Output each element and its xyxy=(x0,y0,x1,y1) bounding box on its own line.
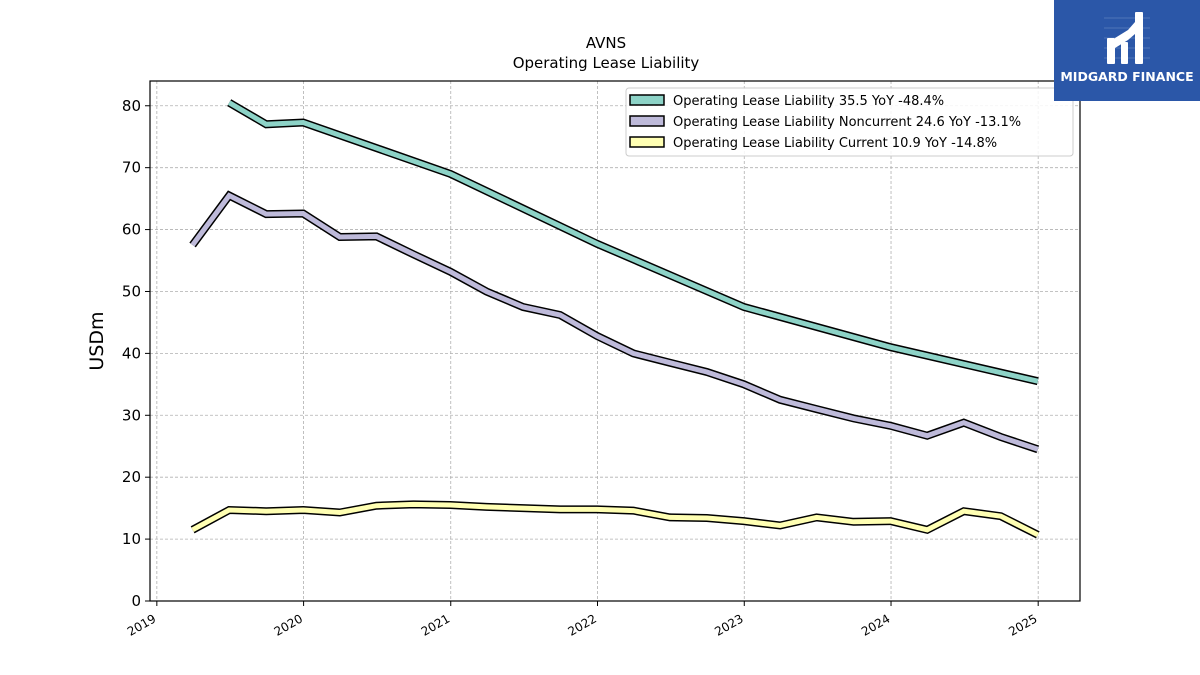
y-axis-label: USDm xyxy=(86,311,108,370)
x-tick-label: 2019 xyxy=(125,611,158,638)
y-tick-label: 50 xyxy=(122,282,141,300)
legend-label-3: Operating Lease Liability Current 10.9 Y… xyxy=(673,136,997,151)
y-tick-label: 30 xyxy=(122,406,141,424)
legend-swatch-2 xyxy=(629,115,665,127)
brand-name: MIDGARD FINANCE xyxy=(1060,69,1194,84)
series-line-1 xyxy=(227,100,1039,384)
brand-mark-icon xyxy=(1104,12,1150,64)
x-tick-label: 2023 xyxy=(712,611,745,638)
y-tick-label: 0 xyxy=(131,592,141,610)
series-line-2 xyxy=(190,192,1039,452)
brand-logo: MIDGARD FINANCE xyxy=(1054,0,1200,101)
x-tick-label: 2020 xyxy=(272,611,305,638)
x-tick-label: 2024 xyxy=(859,611,892,638)
x-tick-label: 2022 xyxy=(566,611,599,638)
series-line-3 xyxy=(191,501,1039,538)
y-tick-label: 60 xyxy=(122,221,141,239)
legend-swatch-1 xyxy=(629,94,665,106)
y-tick-label: 70 xyxy=(122,159,141,177)
x-tick-label: 2021 xyxy=(419,611,452,638)
y-tick-label: 80 xyxy=(122,97,141,115)
series-line-outline-2 xyxy=(189,190,1040,454)
y-tick-label: 40 xyxy=(122,344,141,362)
legend-swatch-3 xyxy=(629,136,665,148)
plot-frame xyxy=(149,80,1081,602)
legend-label-2: Operating Lease Liability Noncurrent 24.… xyxy=(673,115,1021,130)
y-tick-label: 20 xyxy=(122,468,141,486)
x-tick-label: 2025 xyxy=(1006,611,1039,638)
chart-subtitle: Operating Lease Liability xyxy=(513,54,700,72)
y-tick-label: 10 xyxy=(122,530,141,548)
legend-box xyxy=(625,87,1074,157)
chart-title: AVNS xyxy=(586,34,626,52)
legend-label-1: Operating Lease Liability 35.5 YoY -48.4… xyxy=(673,94,944,109)
